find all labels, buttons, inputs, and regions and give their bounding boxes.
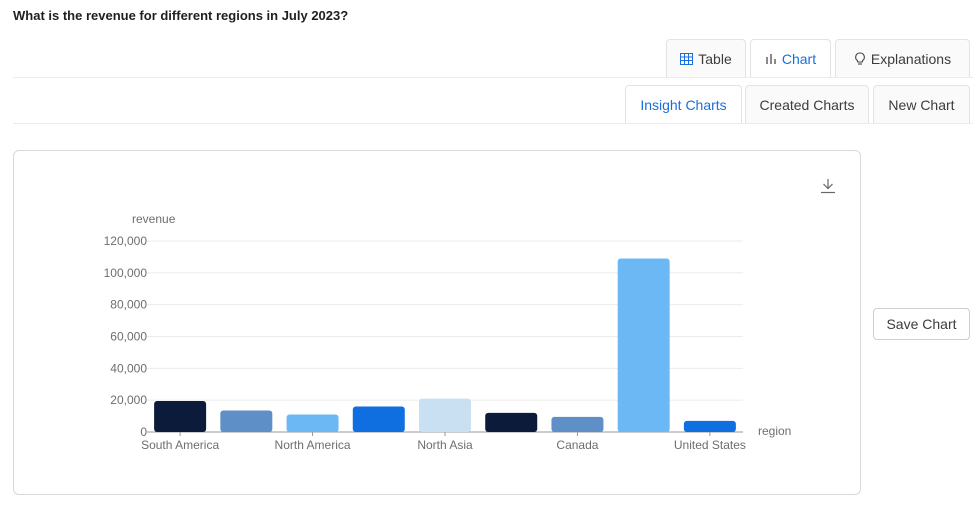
view-tabs-divider [13,77,973,78]
bar [683,420,736,432]
bar [485,412,538,432]
tab-insight-charts-label: Insight Charts [640,96,727,113]
question-text: What is the revenue for different region… [13,8,349,23]
x-tick-label: Canada [556,438,598,452]
tab-table[interactable]: Table [666,39,746,77]
x-tick-label: North America [275,438,351,452]
tab-table-label: Table [698,50,732,67]
lightbulb-icon [855,51,865,65]
bar [154,400,207,432]
bar [352,406,405,432]
y-tick-label: 120,000 [104,234,148,248]
y-axis-title: revenue [132,212,176,226]
chart-tabs-divider [13,123,973,124]
tab-new-chart[interactable]: New Chart [873,85,970,123]
tab-chart-label: Chart [781,50,817,67]
y-tick-label: 20,000 [110,393,147,407]
bar [617,258,670,432]
tab-explanations[interactable]: Explanations [835,39,970,77]
x-axis-title: region [758,424,791,438]
y-tick-label: 0 [140,425,147,439]
table-icon [680,52,694,65]
download-icon[interactable] [819,177,837,195]
bar [419,398,471,432]
x-tick-label: South America [141,438,219,452]
save-chart-button[interactable]: Save Chart [873,308,970,340]
tab-created-charts[interactable]: Created Charts [745,85,869,123]
tab-created-charts-label: Created Charts [759,96,855,113]
y-tick-label: 60,000 [110,330,147,344]
y-tick-label: 100,000 [104,266,148,280]
bar [286,414,339,432]
y-tick-label: 80,000 [110,298,147,312]
tab-insight-charts[interactable]: Insight Charts [625,85,742,124]
bar [220,410,273,432]
x-tick-label: United States [674,438,746,452]
x-tick-label: North Asia [417,438,473,452]
tab-chart[interactable]: Chart [750,39,831,78]
tab-explanations-label: Explanations [870,50,952,67]
chart-card: 0 20,000 40,000 60,000 80,000 100,000 120,000 r… [13,150,861,495]
bar-chart: 0 20,000 40,000 60,000 80,000 100,000 120,000 r… [104,212,792,452]
tab-new-chart-label: New Chart [888,96,955,113]
bar-chart-icon [765,54,776,64]
bar [551,416,604,432]
y-tick-label: 40,000 [110,361,147,375]
